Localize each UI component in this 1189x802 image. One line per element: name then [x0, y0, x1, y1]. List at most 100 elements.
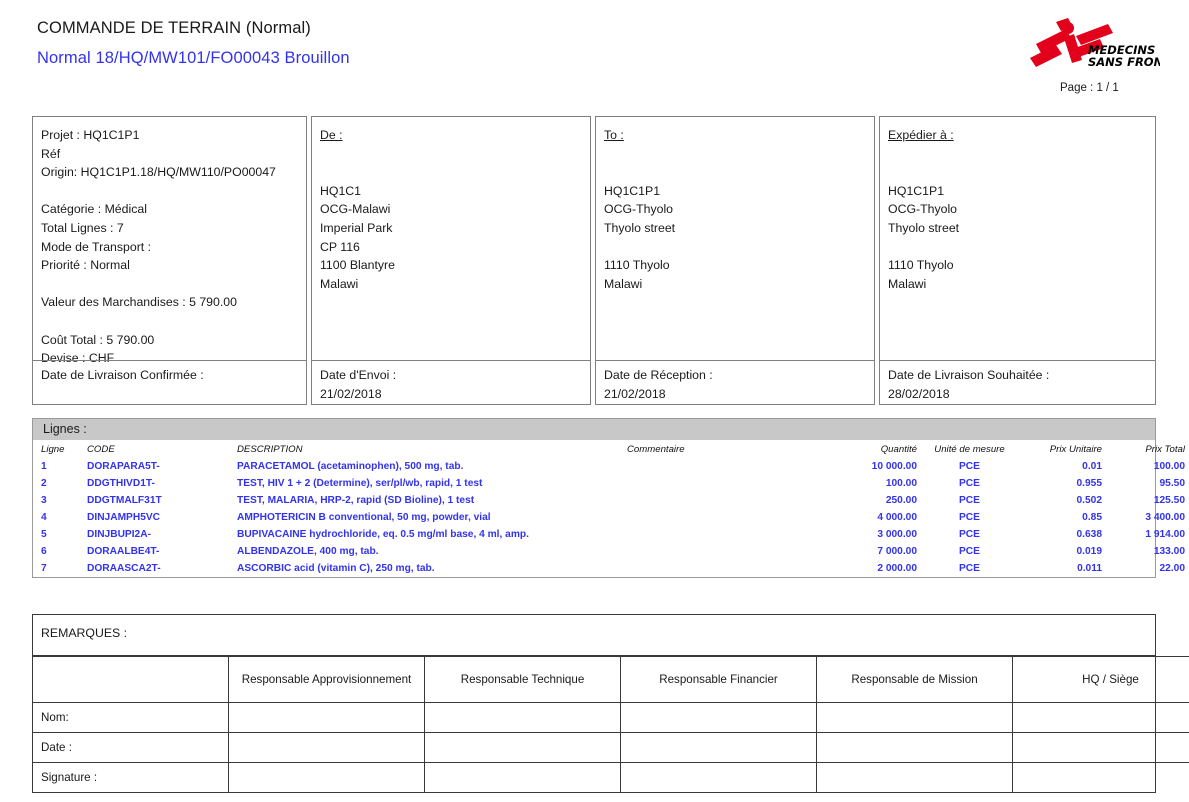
- spacer: [320, 163, 582, 182]
- signature-cell-sig-hq[interactable]: [1012, 762, 1189, 792]
- cell-prix-total: 125.50: [1153, 495, 1185, 506]
- signature-cell-date-financier[interactable]: [620, 732, 817, 763]
- cell-prix-total: 133.00: [1153, 546, 1185, 557]
- signature-cell-sig-mission[interactable]: [816, 762, 1013, 792]
- ship-to-address-box: Expédier à : HQ1C1P1 OCG-Thyolo Thyolo s…: [879, 116, 1156, 405]
- signature-cell-nom-approvisionnement[interactable]: [228, 702, 425, 733]
- cell-commentaire: [627, 560, 822, 577]
- cell-description: BUPIVACAINE hydrochloride, eq. 0.5 mg/ml…: [237, 529, 529, 540]
- date-livraison-souhaitee-label: Date de Livraison Souhaitée :: [888, 368, 1050, 382]
- cell-prix-unitaire: 0.011: [1077, 563, 1102, 574]
- date-livraison-confirmee-cell: Date de Livraison Confirmée :: [33, 360, 306, 404]
- cell-description: ALBENDAZOLE, 400 mg, tab.: [237, 546, 379, 557]
- from-line-3: Imperial Park: [320, 220, 393, 235]
- cell-ligne: 7: [41, 563, 47, 574]
- col-header-prix-unitaire: Prix Unitaire: [1049, 444, 1102, 455]
- table-row: 1 DORAPARA5T- PARACETAMOL (acetaminophen…: [33, 458, 1189, 475]
- categorie-field: Catégorie : Médical: [41, 202, 147, 217]
- signature-cell-date-hq[interactable]: [1012, 732, 1189, 763]
- cell-description: TEST, MALARIA, HRP-2, rapid (SD Bioline)…: [237, 495, 475, 506]
- cell-code: DINJAMPH5VC: [87, 512, 161, 523]
- signature-cell-nom-mission[interactable]: [816, 702, 1013, 733]
- msf-logo: MEDECINS SANS FRONTIERES: [1012, 18, 1189, 70]
- date-reception-label: Date de Réception :: [604, 368, 713, 382]
- cell-quantite: 100.00: [885, 478, 917, 489]
- date-envoi-cell: Date d'Envoi : 21/02/2018: [312, 360, 590, 404]
- col-header-commentaire: Commentaire: [627, 444, 685, 455]
- date-livraison-souhaitee-cell: Date de Livraison Souhaitée : 28/02/2018: [880, 360, 1155, 404]
- signature-cell-sig-technique[interactable]: [424, 762, 621, 792]
- signature-cell-sig-financier[interactable]: [620, 762, 817, 792]
- signature-col-header-hq-siege: HQ / Siège: [1012, 656, 1189, 703]
- logo-text-medecins: MEDECINS: [1088, 43, 1155, 57]
- origin-field: Origin: HQ1C1P1.18/HQ/MW110/PO00047: [41, 165, 276, 180]
- signature-table: Responsable Approvisionnement Responsabl…: [33, 656, 1189, 792]
- signature-row-signature: Signature :: [33, 762, 1189, 792]
- cell-description: AMPHOTERICIN B conventional, 50 mg, powd…: [237, 512, 491, 523]
- project-summary-box: Projet : HQ1C1P1 Réf Origin: HQ1C1P1.18/…: [32, 116, 307, 405]
- signature-cell-date-technique[interactable]: [424, 732, 621, 763]
- from-line-4: CP 116: [320, 239, 360, 254]
- table-row: 2 DDGTHIVD1T- TEST, HIV 1 + 2 (Determine…: [33, 475, 1189, 492]
- spacer: [604, 238, 866, 257]
- signature-row-label-signature: Signature :: [33, 762, 229, 792]
- cell-prix-total: 95.50: [1159, 478, 1186, 489]
- signature-cell-nom-financier[interactable]: [620, 702, 817, 733]
- cell-description: PARACETAMOL (acetaminophen), 500 mg, tab…: [237, 461, 464, 472]
- signature-cell-nom-hq[interactable]: [1012, 702, 1189, 733]
- signature-cell-nom-technique[interactable]: [424, 702, 621, 733]
- cell-prix-unitaire: 0.85: [1082, 512, 1102, 523]
- cell-unite: PCE: [959, 529, 980, 540]
- valeur-marchandises-field: Valeur des Marchandises : 5 790.00: [41, 295, 237, 310]
- logo-text-sans-frontieres: SANS FRONTIERES: [1088, 55, 1160, 69]
- signature-cell-date-mission[interactable]: [816, 732, 1013, 763]
- cell-code: DORAPARA5T-: [87, 461, 160, 472]
- cell-code: DDGTMALF31T: [87, 495, 162, 506]
- cell-commentaire: [627, 526, 822, 543]
- cell-quantite: 250.00: [885, 495, 917, 506]
- spacer: [888, 238, 1147, 257]
- col-header-prix-total: Prix Total: [1145, 444, 1185, 455]
- cell-prix-total: 100.00: [1153, 461, 1185, 472]
- order-lines-body: 1 DORAPARA5T- PARACETAMOL (acetaminophen…: [33, 458, 1189, 577]
- to-line-2: OCG-Thyolo: [604, 202, 674, 217]
- spacer: [888, 163, 1147, 182]
- cell-unite: PCE: [959, 495, 980, 506]
- cell-ligne: 6: [41, 546, 47, 557]
- from-address-body: De : HQ1C1 OCG-Malawi Imperial Park CP 1…: [312, 117, 590, 360]
- ship-to-line-1: HQ1C1P1: [888, 183, 945, 198]
- cell-commentaire: [627, 492, 822, 509]
- ship-to-line-6: Malawi: [888, 276, 927, 291]
- signature-header-row: Responsable Approvisionnement Responsabl…: [33, 656, 1189, 703]
- ship-to-heading: Expédier à :: [888, 128, 954, 142]
- spacer: [888, 145, 1147, 164]
- to-line-5: 1110 Thyolo: [604, 258, 670, 273]
- cell-prix-unitaire: 0.638: [1076, 529, 1103, 540]
- table-row: 5 DINJBUPI2A- BUPIVACAINE hydrochloride,…: [33, 526, 1189, 543]
- ship-to-line-3: Thyolo street: [888, 220, 960, 235]
- signature-cell-date-approvisionnement[interactable]: [228, 732, 425, 763]
- cell-unite: PCE: [959, 512, 980, 523]
- signature-col-header-blank: [33, 656, 229, 703]
- cell-unite: PCE: [959, 478, 980, 489]
- from-line-1: HQ1C1: [320, 183, 362, 198]
- total-lignes-field: Total Lignes : 7: [41, 220, 124, 235]
- cell-unite: PCE: [959, 563, 980, 574]
- project-field: Projet : HQ1C1P1: [41, 128, 140, 142]
- ship-to-line-5: 1110 Thyolo: [888, 258, 954, 273]
- date-envoi-value: 21/02/2018: [320, 386, 382, 401]
- ref-field: Réf: [41, 146, 61, 161]
- page-title: COMMANDE DE TERRAIN (Normal): [37, 19, 311, 37]
- address-boxes-row: Projet : HQ1C1P1 Réf Origin: HQ1C1P1.18/…: [32, 116, 1156, 405]
- col-header-quantite: Quantité: [880, 444, 917, 455]
- ship-to-line-2: OCG-Thyolo: [888, 202, 958, 217]
- signature-row-label-nom: Nom:: [33, 702, 229, 733]
- signature-col-header-approvisionnement: Responsable Approvisionnement: [228, 656, 425, 703]
- spacer: [604, 163, 866, 182]
- document-reference: Normal 18/HQ/MW101/FO00043 Brouillon: [37, 49, 350, 67]
- signature-cell-sig-approvisionnement[interactable]: [228, 762, 425, 792]
- remarques-label: REMARQUES :: [41, 626, 128, 640]
- cell-commentaire: [627, 509, 822, 526]
- from-line-2: OCG-Malawi: [320, 202, 391, 217]
- cell-prix-total: 3 400.00: [1145, 512, 1185, 523]
